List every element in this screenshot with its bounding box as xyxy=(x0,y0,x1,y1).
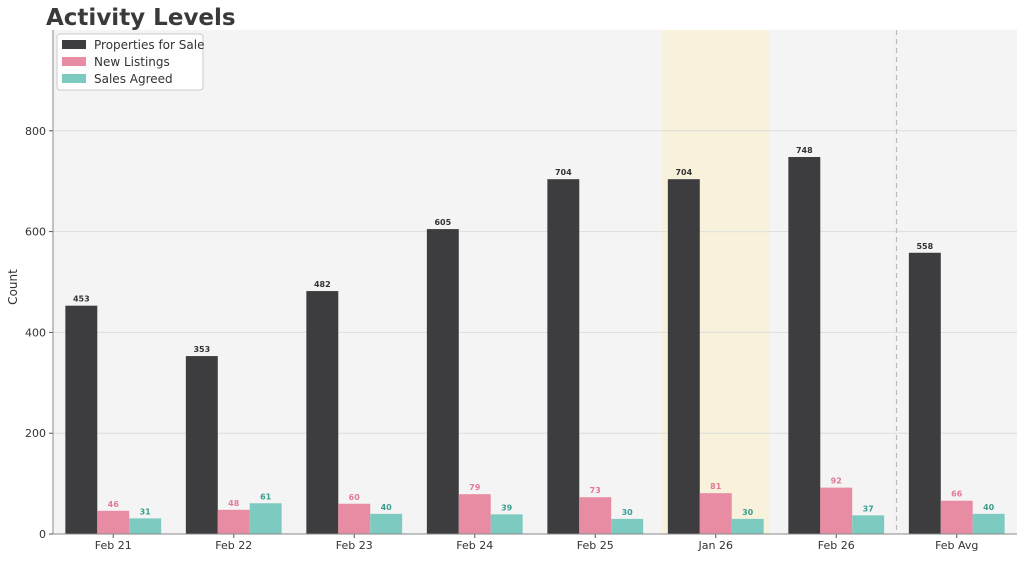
bar-value-label: 39 xyxy=(501,503,513,512)
bar-sales-agreed-feb-22 xyxy=(249,503,282,534)
legend-swatch-sales-agreed xyxy=(62,74,86,83)
bar-value-label: 31 xyxy=(140,507,152,516)
bar-value-label: 558 xyxy=(916,242,933,251)
bar-value-label: 453 xyxy=(73,295,90,304)
x-tick-label: Jan 26 xyxy=(698,539,733,552)
bar-new-listings-feb-23 xyxy=(338,503,371,534)
bar-sales-agreed-feb-25 xyxy=(611,518,644,534)
y-tick-label: 800 xyxy=(25,125,46,138)
legend-box xyxy=(56,33,204,91)
bar-properties-for-sale-feb-avg xyxy=(908,252,941,534)
bar-value-label: 92 xyxy=(831,477,842,486)
bar-value-label: 46 xyxy=(108,500,120,509)
bar-new-listings-feb-24 xyxy=(458,494,491,534)
bar-new-listings-jan-26 xyxy=(699,493,732,534)
plot-area: 0 200 400 600 800 xyxy=(25,30,1017,541)
y-tick-label: 0 xyxy=(39,528,46,541)
bar-new-listings-feb-26 xyxy=(820,487,853,534)
legend: Properties for Sale New Listings Sales Agr… xyxy=(56,33,204,91)
chart-title: Activity Levels xyxy=(46,5,236,31)
bar-new-listings-feb-avg xyxy=(940,500,973,534)
x-tick-label: Feb 22 xyxy=(215,539,252,552)
bar-value-label: 30 xyxy=(742,508,754,517)
legend-swatch-new-listings xyxy=(62,57,86,66)
bar-value-label: 40 xyxy=(983,503,995,512)
legend-label-new-listings: New Listings xyxy=(94,55,170,69)
bar-properties-for-sale-feb-24 xyxy=(426,229,459,534)
bar-sales-agreed-feb-avg xyxy=(972,513,1005,534)
bar-value-label: 30 xyxy=(622,508,634,517)
x-tick-label: Feb 26 xyxy=(818,539,855,552)
bar-value-label: 704 xyxy=(675,168,692,177)
y-axis-label: Count xyxy=(6,269,20,305)
bar-value-label: 61 xyxy=(260,492,272,501)
bar-value-label: 66 xyxy=(951,490,963,499)
x-tick-label: Feb Avg xyxy=(935,539,978,552)
bar-properties-for-sale-feb-23 xyxy=(306,291,339,534)
bar-value-label: 60 xyxy=(349,493,361,502)
bar-value-label: 482 xyxy=(314,280,331,289)
x-tick-label: Feb 23 xyxy=(336,539,373,552)
bar-value-label: 353 xyxy=(193,345,210,354)
bar-properties-for-sale-feb-22 xyxy=(185,356,218,534)
bar-value-label: 81 xyxy=(710,482,722,491)
bar-new-listings-feb-21 xyxy=(97,510,130,534)
bar-value-label: 748 xyxy=(796,146,813,155)
bar-properties-for-sale-feb-21 xyxy=(65,305,98,534)
bar-sales-agreed-feb-26 xyxy=(852,515,885,534)
bar-value-label: 40 xyxy=(381,503,393,512)
bar-properties-for-sale-feb-26 xyxy=(788,157,821,534)
bar-value-label: 79 xyxy=(469,483,481,492)
bar-value-label: 37 xyxy=(863,504,874,513)
x-tick-label: Feb 25 xyxy=(577,539,614,552)
x-tick-label: Feb 24 xyxy=(456,539,493,552)
y-tick-label: 400 xyxy=(25,326,46,339)
x-tick-label: Feb 21 xyxy=(95,539,132,552)
bar-properties-for-sale-jan-26 xyxy=(667,179,700,534)
bar-value-label: 605 xyxy=(434,218,451,227)
bar-properties-for-sale-feb-25 xyxy=(547,179,580,534)
bar-value-label: 73 xyxy=(590,486,601,495)
legend-label-sales-agreed: Sales Agreed xyxy=(94,72,173,86)
legend-label-properties-for-sale: Properties for Sale xyxy=(94,38,204,52)
y-tick-label: 600 xyxy=(25,226,46,239)
bar-sales-agreed-feb-23 xyxy=(370,513,403,534)
bar-new-listings-feb-25 xyxy=(579,497,612,534)
bar-value-label: 704 xyxy=(555,168,572,177)
bar-new-listings-feb-22 xyxy=(217,509,250,534)
legend-swatch-properties-for-sale xyxy=(62,40,86,49)
bar-sales-agreed-jan-26 xyxy=(731,518,764,534)
bar-sales-agreed-feb-24 xyxy=(490,514,523,534)
bar-value-label: 48 xyxy=(228,499,240,508)
bar-sales-agreed-feb-21 xyxy=(129,518,162,534)
y-tick-label: 200 xyxy=(25,427,46,440)
